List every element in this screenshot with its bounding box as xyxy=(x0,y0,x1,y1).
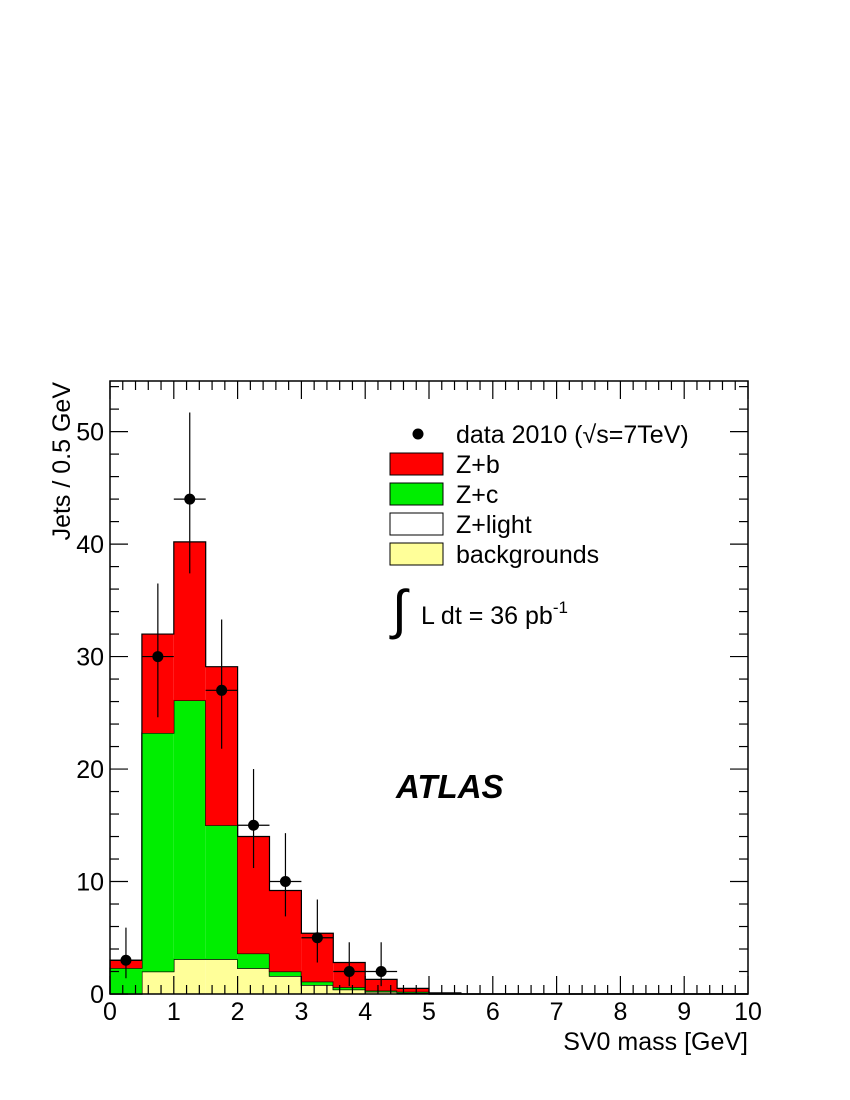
luminosity-text: L dt = 36 pb-1 xyxy=(421,598,568,630)
data-point xyxy=(333,942,366,987)
y-tick-label: 20 xyxy=(76,756,104,784)
y-axis-label: Jets / 0.5 GeV xyxy=(48,382,76,541)
atlas-label: ATLAS xyxy=(395,768,504,805)
bar-zc-bin-1 xyxy=(141,733,174,972)
x-tick-label: 7 xyxy=(550,998,564,1026)
luminosity-annotation: ∫ L dt = 36 pb-1 xyxy=(389,580,568,640)
bar-bkg-bin-1 xyxy=(141,971,174,994)
legend-data-label: data 2010 (√s=7TeV) xyxy=(456,421,689,449)
bar-bkg-bin-7 xyxy=(333,989,366,994)
legend-swatch-zlight xyxy=(389,512,444,536)
data-point xyxy=(365,942,398,987)
bar-zc-bin-7 xyxy=(333,987,366,990)
data-point xyxy=(237,769,270,869)
data-points xyxy=(110,412,398,987)
bar-zc-bin-2 xyxy=(173,700,206,960)
legend-label-zb: Z+b xyxy=(456,451,500,479)
x-tick-label: 10 xyxy=(734,998,762,1026)
bar-bkg-bin-8 xyxy=(365,991,398,994)
data-marker xyxy=(120,954,132,966)
bar-zc-bin-3 xyxy=(205,825,238,960)
legend-swatch-zc xyxy=(389,482,444,506)
axis-ticks: 0 1 2 3 4 5 6 7 8 9 10 0 10 20 30 40 50 xyxy=(76,381,762,1026)
data-point xyxy=(205,619,238,749)
data-point xyxy=(269,833,302,917)
legend-swatch-zb xyxy=(389,452,444,476)
bar-zb-bin-9 xyxy=(397,988,429,992)
data-marker xyxy=(279,876,291,888)
x-tick-label: 5 xyxy=(422,998,436,1026)
sqrt-symbol: √ xyxy=(583,421,597,449)
x-tick-label: 9 xyxy=(677,998,691,1026)
legend-swatch-bkg xyxy=(389,542,444,566)
data-marker xyxy=(343,966,355,978)
legend-label-bkg: backgrounds xyxy=(456,541,599,569)
bar-bkg-bin-4 xyxy=(237,968,270,994)
bar-zc-bin-5 xyxy=(269,971,302,977)
y-tick-label: 30 xyxy=(76,644,104,672)
data-marker xyxy=(248,819,260,831)
x-tick-label: 8 xyxy=(613,998,627,1026)
integral-symbol: ∫ xyxy=(389,580,410,640)
stacked-bars xyxy=(109,541,748,995)
x-tick-label: 4 xyxy=(358,998,372,1026)
x-axis-label: SV0 mass [GeV] xyxy=(563,1028,748,1056)
data-point xyxy=(301,899,334,963)
x-tick-label: 1 xyxy=(167,998,181,1026)
bar-bkg-bin-5 xyxy=(269,976,302,994)
bar-zc-bin-4 xyxy=(237,953,270,969)
x-tick-label: 3 xyxy=(294,998,308,1026)
data-point xyxy=(110,927,142,979)
bar-bkg-bin-3 xyxy=(205,959,238,994)
legend-label-zlight: Z+light xyxy=(456,511,532,539)
data-marker xyxy=(152,651,164,663)
data-marker xyxy=(311,932,323,944)
data-point xyxy=(141,583,174,718)
y-tick-label: 10 xyxy=(76,869,104,897)
x-tick-label: 2 xyxy=(231,998,245,1026)
x-tick-label: 6 xyxy=(486,998,500,1026)
data-point xyxy=(173,412,206,574)
bar-bkg-bin-6 xyxy=(301,985,334,994)
legend: data 2010 (√s=7TeV) Z+b Z+c Z+light back… xyxy=(389,421,689,569)
y-tick-label: 0 xyxy=(90,981,104,1009)
x-tick-label: 0 xyxy=(103,998,117,1026)
data-marker xyxy=(375,966,387,978)
y-tick-label: 40 xyxy=(76,531,104,559)
data-marker xyxy=(184,493,196,505)
bar-zc-bin-6 xyxy=(301,981,334,986)
y-tick-label: 50 xyxy=(76,419,104,447)
bar-bkg-bin-2 xyxy=(173,959,206,994)
data-marker xyxy=(216,684,228,696)
legend-label-zc: Z+c xyxy=(456,481,498,509)
legend-data-marker xyxy=(412,428,424,440)
